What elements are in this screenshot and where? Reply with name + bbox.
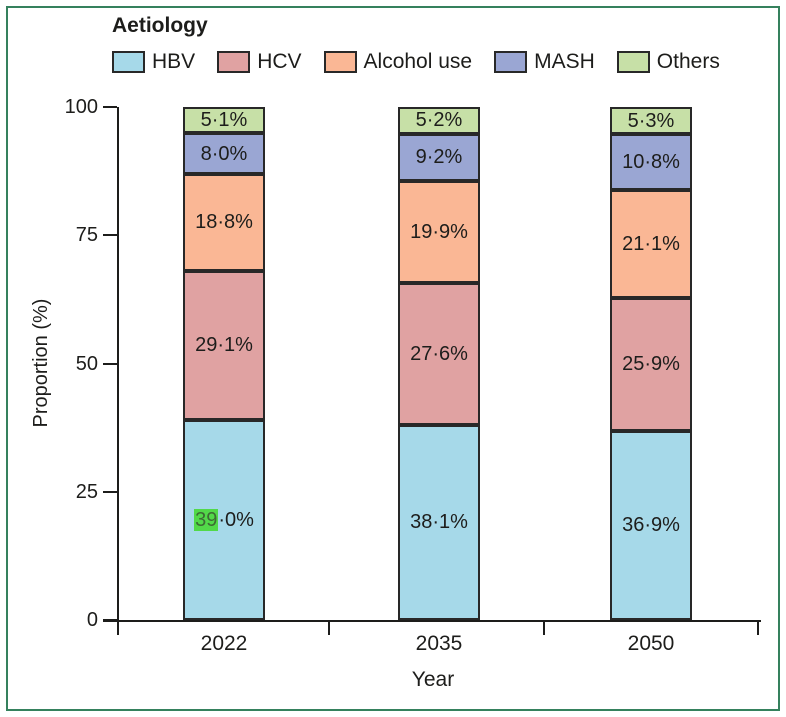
bar-segment-label: 10·8%	[622, 150, 680, 173]
bar-segment-2035-hbv: 38·1%	[398, 424, 480, 620]
x-tick-mark	[543, 620, 545, 635]
x-axis-line	[103, 620, 761, 622]
bar-segment-2050-hcv: 25·9%	[610, 297, 692, 431]
legend-item-others: Others	[616, 50, 720, 74]
legend: HBV HCV Alcohol use MASH Others	[112, 50, 720, 74]
bar-segment-label: 27·6%	[410, 342, 468, 365]
legend-swatch-icon	[323, 51, 357, 73]
stacked-bar-2050: 36·9% 25·9% 21·1% 10·8% 5·3%	[610, 107, 692, 620]
stacked-bar-2035: 38·1% 27·6% 19·9% 9·2% 5·2%	[398, 107, 480, 620]
y-tick-label: 100	[64, 96, 98, 118]
bar-segment-2022-alcohol-use: 18·8%	[183, 174, 265, 271]
bar-segment-label: 25·9%	[622, 353, 680, 376]
highlighted-text: 39	[194, 508, 219, 531]
x-tick-mark	[328, 620, 330, 635]
x-axis-title: Year	[411, 668, 455, 691]
legend-swatch-icon	[494, 51, 528, 73]
bar-segment-label: 21·1%	[622, 232, 680, 255]
legend-item-alcohol-use: Alcohol use	[323, 50, 473, 74]
bar-segment-2022-mash: 8·0%	[183, 133, 265, 175]
legend-label: Others	[656, 50, 720, 73]
bar-segment-2035-hcv: 27·6%	[398, 282, 480, 425]
bar-segment-2022-hbv: 39·0%	[183, 419, 265, 620]
x-tick-mark	[757, 620, 759, 635]
bar-segment-2050-mash: 10·8%	[610, 134, 692, 190]
bar-segment-label: 5·1%	[200, 109, 248, 132]
bar-segment-label: 8·0%	[200, 142, 248, 165]
bar-segment-label: 5·2%	[415, 109, 463, 132]
y-axis-line	[117, 107, 119, 622]
legend-label: HBV	[152, 50, 196, 73]
bar-segment-2050-alcohol-use: 21·1%	[610, 189, 692, 298]
x-tick-mark	[117, 620, 119, 635]
bar-segment-label: 5·3%	[627, 109, 675, 132]
bar-segment-label: 38·1%	[410, 511, 468, 534]
bar-segment-label: 29·1%	[195, 334, 253, 357]
bar-segment-2035-alcohol-use: 19·9%	[398, 180, 480, 283]
legend-swatch-icon	[112, 51, 145, 73]
x-category-label-2022: 2022	[200, 632, 248, 655]
bar-segment-2022-others: 5·1%	[183, 107, 265, 134]
x-category-label-2035: 2035	[415, 632, 463, 655]
y-tick-label: 0	[86, 609, 98, 631]
y-tick-mark	[103, 106, 117, 108]
stacked-bar-2022: 39·0% 29·1% 18·8% 8·0% 5·1%	[183, 107, 265, 620]
bar-segment-2035-others: 5·2%	[398, 107, 480, 134]
y-tick-label: 25	[75, 480, 98, 503]
bar-segment-label: 36·9%	[622, 514, 680, 537]
legend-swatch-icon	[616, 51, 650, 73]
legend-label: HCV	[257, 50, 302, 73]
legend-label: Alcohol use	[363, 50, 473, 73]
y-tick-mark	[103, 234, 117, 237]
y-tick-label: 50	[75, 352, 98, 375]
bar-segment-label: 39·0%	[194, 508, 254, 531]
y-tick-label: 75	[75, 224, 98, 247]
bar-segment-2035-mash: 9·2%	[398, 133, 480, 181]
legend-title: Aetiology	[112, 14, 208, 37]
bar-segment-2050-hbv: 36·9%	[610, 430, 692, 620]
y-tick-mark	[103, 490, 117, 493]
legend-item-mash: MASH	[494, 50, 595, 74]
bar-segment-label: 18·8%	[195, 211, 253, 234]
bar-segment-label: 9·2%	[415, 146, 463, 169]
x-category-label-2050: 2050	[627, 632, 675, 655]
legend-swatch-icon	[217, 51, 251, 73]
bar-segment-2022-hcv: 29·1%	[183, 270, 265, 420]
legend-item-hbv: HBV	[112, 50, 195, 74]
bar-segment-2050-others: 5·3%	[610, 107, 692, 135]
legend-item-hcv: HCV	[217, 50, 302, 74]
bar-segment-label: 19·9%	[410, 220, 468, 243]
y-tick-mark	[103, 362, 117, 365]
legend-label: MASH	[534, 50, 595, 73]
